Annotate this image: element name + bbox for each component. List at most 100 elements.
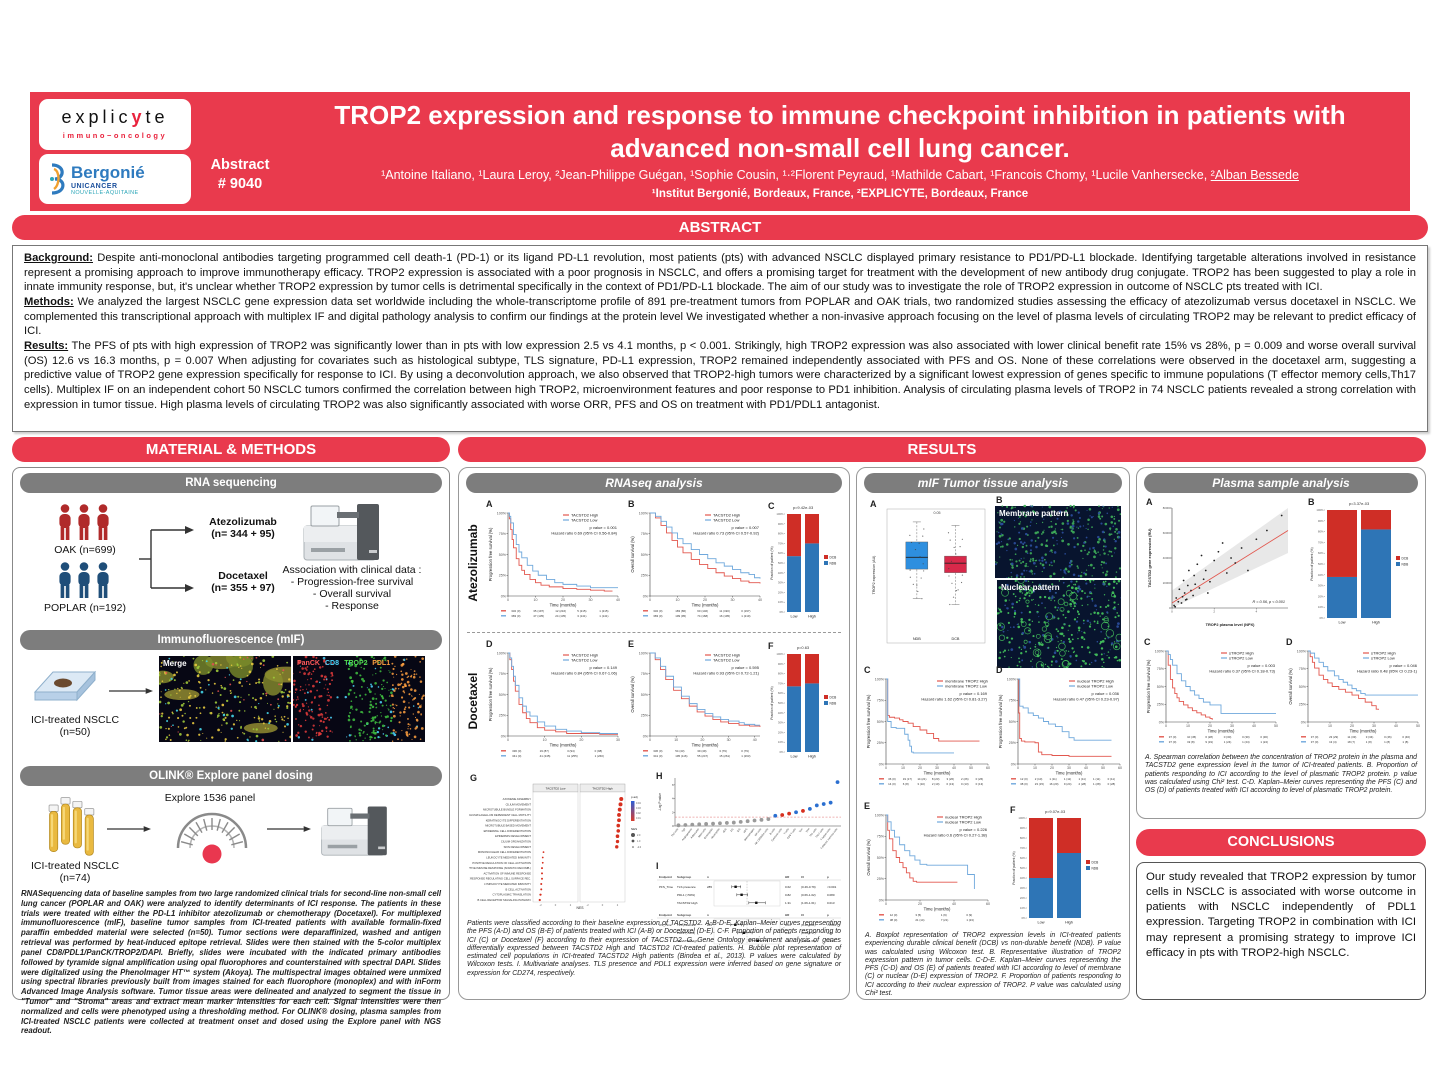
svg-text:A: A [870, 499, 877, 509]
svg-text:C: C [1144, 637, 1151, 647]
svg-text:0 (30): 0 (30) [1224, 735, 1232, 739]
svg-text:10 (45): 10 (45) [1187, 735, 1196, 739]
svg-text:n: n [707, 913, 709, 917]
svg-text:30: 30 [1230, 724, 1234, 728]
svg-text:3 (10): 3 (10) [917, 782, 925, 786]
svg-text:16 (20): 16 (20) [1049, 782, 1058, 786]
explicyte-logo: explicyte immuno−oncology [39, 99, 191, 150]
svg-text:-2.0: -2.0 [637, 846, 642, 849]
svg-text:p value = 0.226: p value = 0.226 [960, 827, 988, 832]
svg-text:80%: 80% [778, 532, 784, 536]
svg-text:aDC: aDC [722, 828, 728, 834]
svg-text:40: 40 [952, 902, 956, 906]
svg-text:50%: 50% [1009, 720, 1017, 724]
svg-text:E: E [628, 639, 634, 649]
svg-text:1 (219): 1 (219) [741, 614, 750, 618]
svg-text:1 (28): 1 (28) [1093, 782, 1101, 786]
membrane-pattern-image: BMembrane pattern [995, 494, 1121, 578]
svg-text:R = 0.56, p < 0.001: R = 0.56, p < 0.001 [1252, 600, 1285, 604]
svg-text:10: 10 [674, 738, 678, 742]
svg-text:100%: 100% [1297, 649, 1307, 653]
svg-text:POSITIVE REGULATION OF CELL AC: POSITIVE REGULATION OF CELL ACTIVATION [472, 861, 531, 865]
svg-text:TACSTD2 Low: TACSTD2 Low [546, 787, 567, 791]
svg-text:(1.06-1.61): (1.06-1.61) [801, 901, 816, 905]
svg-text:20: 20 [703, 598, 707, 602]
svg-text:0%: 0% [501, 594, 507, 598]
svg-text:EPIDERMIS DEVELOPMENT: EPIDERMIS DEVELOPMENT [495, 834, 531, 838]
svg-text:0%: 0% [1301, 720, 1307, 724]
svg-text:40: 40 [616, 598, 620, 602]
explore-panel-label: Explore 1536 panel [155, 792, 265, 804]
svg-text:75%: 75% [877, 835, 885, 839]
svg-text:25%: 25% [877, 741, 885, 745]
svg-text:0 (46): 0 (46) [1384, 735, 1392, 739]
svg-text:iDC: iDC [737, 828, 742, 833]
svg-text:19 (8): 19 (8) [1187, 740, 1195, 744]
svg-text:Time (months): Time (months) [1208, 729, 1235, 734]
svg-text:3 (141): 3 (141) [577, 614, 586, 618]
ngs-readout-icon [319, 802, 399, 858]
svg-text:0: 0 [649, 598, 651, 602]
svg-text:39 (49): 39 (49) [697, 749, 706, 753]
svg-text:10: 10 [543, 738, 547, 742]
svg-text:0 (79): 0 (79) [741, 749, 749, 753]
svg-text:p value = 0.169: p value = 0.169 [960, 691, 988, 696]
svg-text:38 (0): 38 (0) [1020, 782, 1028, 786]
svg-text:Progression free survival (%): Progression free survival (%) [488, 667, 493, 721]
svg-text:CI: CI [801, 875, 804, 879]
svg-text:0 (30): 0 (30) [1260, 735, 1268, 739]
svg-text:1 (24): 1 (24) [1224, 740, 1232, 744]
rnaseq-banner: RNAseq analysis [466, 473, 842, 493]
svg-text:100%: 100% [1018, 816, 1026, 820]
svg-text:NES: NES [577, 906, 585, 910]
svg-text:SKIN DEVELOPMENT: SKIN DEVELOPMENT [504, 845, 532, 849]
svg-text:75%: 75% [499, 532, 507, 536]
svg-text:183 (86): 183 (86) [675, 609, 686, 613]
svg-text:383 (0): 383 (0) [511, 614, 520, 618]
svg-text:100%: 100% [776, 652, 784, 656]
svg-text:25%: 25% [499, 714, 507, 718]
svg-text:40: 40 [1084, 766, 1088, 770]
km-pfs-membrane-trop2: C 0% 25% 50% 75% 100% 0 10 20 30 40 50 60 Time (month… [863, 664, 993, 794]
svg-text:14 (21): 14 (21) [917, 777, 926, 781]
svg-text:75%: 75% [641, 532, 649, 536]
explicyte-tagline: immuno−oncology [39, 131, 191, 140]
go-enrichment-dotplot: GTACSTD2 Low-2 0 2TACSTD2 High-2 0 2AXONEME … [469, 772, 651, 918]
rna-seq-diagram: OAK (n=699) POPLAR (n=192) Atezolizumab(… [13, 498, 449, 626]
abstract-text-box: Background: Despite anti-monoclonal anti… [12, 245, 1428, 432]
svg-text:D: D [1286, 637, 1293, 647]
svg-text:30: 30 [1067, 766, 1071, 770]
svg-text:8 (23): 8 (23) [932, 777, 940, 781]
svg-text:p=0.63: p=0.63 [797, 645, 810, 650]
svg-text:Hazard ratio 0.84 (95% CI 0.67: Hazard ratio 0.84 (95% CI 0.67-1.06) [551, 671, 617, 676]
svg-text:100%: 100% [639, 651, 649, 655]
svg-text:70%: 70% [778, 541, 784, 545]
svg-text:50%: 50% [641, 553, 649, 557]
svg-text:-2: -2 [539, 903, 542, 907]
svg-text:Time (months): Time (months) [1056, 771, 1083, 776]
svg-text:25%: 25% [1009, 741, 1017, 745]
svg-text:0 (98): 0 (98) [595, 749, 603, 753]
svg-text:0: 0 [1171, 610, 1173, 614]
plasma-banner: Plasma sample analysis [1144, 473, 1418, 493]
svg-text:EPIDERMAL CELL DIFFERENTIATION: EPIDERMAL CELL DIFFERENTIATION [484, 829, 531, 833]
explicyte-wordmark: explicyte [39, 107, 191, 128]
km-os-plasma-trop2: D 0% 25% 50% 75% 100% 0 10 20 30 40 50 Time (months)… [1285, 636, 1423, 752]
svg-text:20%: 20% [778, 730, 784, 734]
svg-text:100%: 100% [1007, 677, 1017, 681]
svg-text:7 (21): 7 (21) [941, 918, 949, 922]
nuclear-pattern-image: Nuclear pattern [997, 580, 1121, 668]
svg-text:LYMPHOCYTE MEDIATED IMMUNITY: LYMPHOCYTE MEDIATED IMMUNITY [484, 882, 531, 886]
results-area: RNAseq analysis Atezolizumab Docetaxel A… [458, 467, 1426, 1000]
km-pfs-nuclear-trop2: D0%25%50%75%100%0 10 20 30 40 50 60Time (month… [995, 664, 1125, 794]
svg-text:0.04: 0.04 [636, 802, 641, 805]
svg-text:TACSTD2 Low: TACSTD2 Low [713, 657, 739, 662]
flow-arrow-icon [267, 824, 311, 834]
svg-text:p=9.07e-03: p=9.07e-03 [1045, 809, 1066, 814]
svg-text:Subgroup: Subgroup [677, 913, 691, 917]
svg-text:TLS presence: TLS presence [677, 885, 696, 889]
svg-text:54 (43): 54 (43) [675, 749, 684, 753]
svg-text:-2: -2 [586, 903, 589, 907]
svg-text:20: 20 [1208, 724, 1212, 728]
svg-text:11 (255): 11 (255) [567, 754, 578, 758]
